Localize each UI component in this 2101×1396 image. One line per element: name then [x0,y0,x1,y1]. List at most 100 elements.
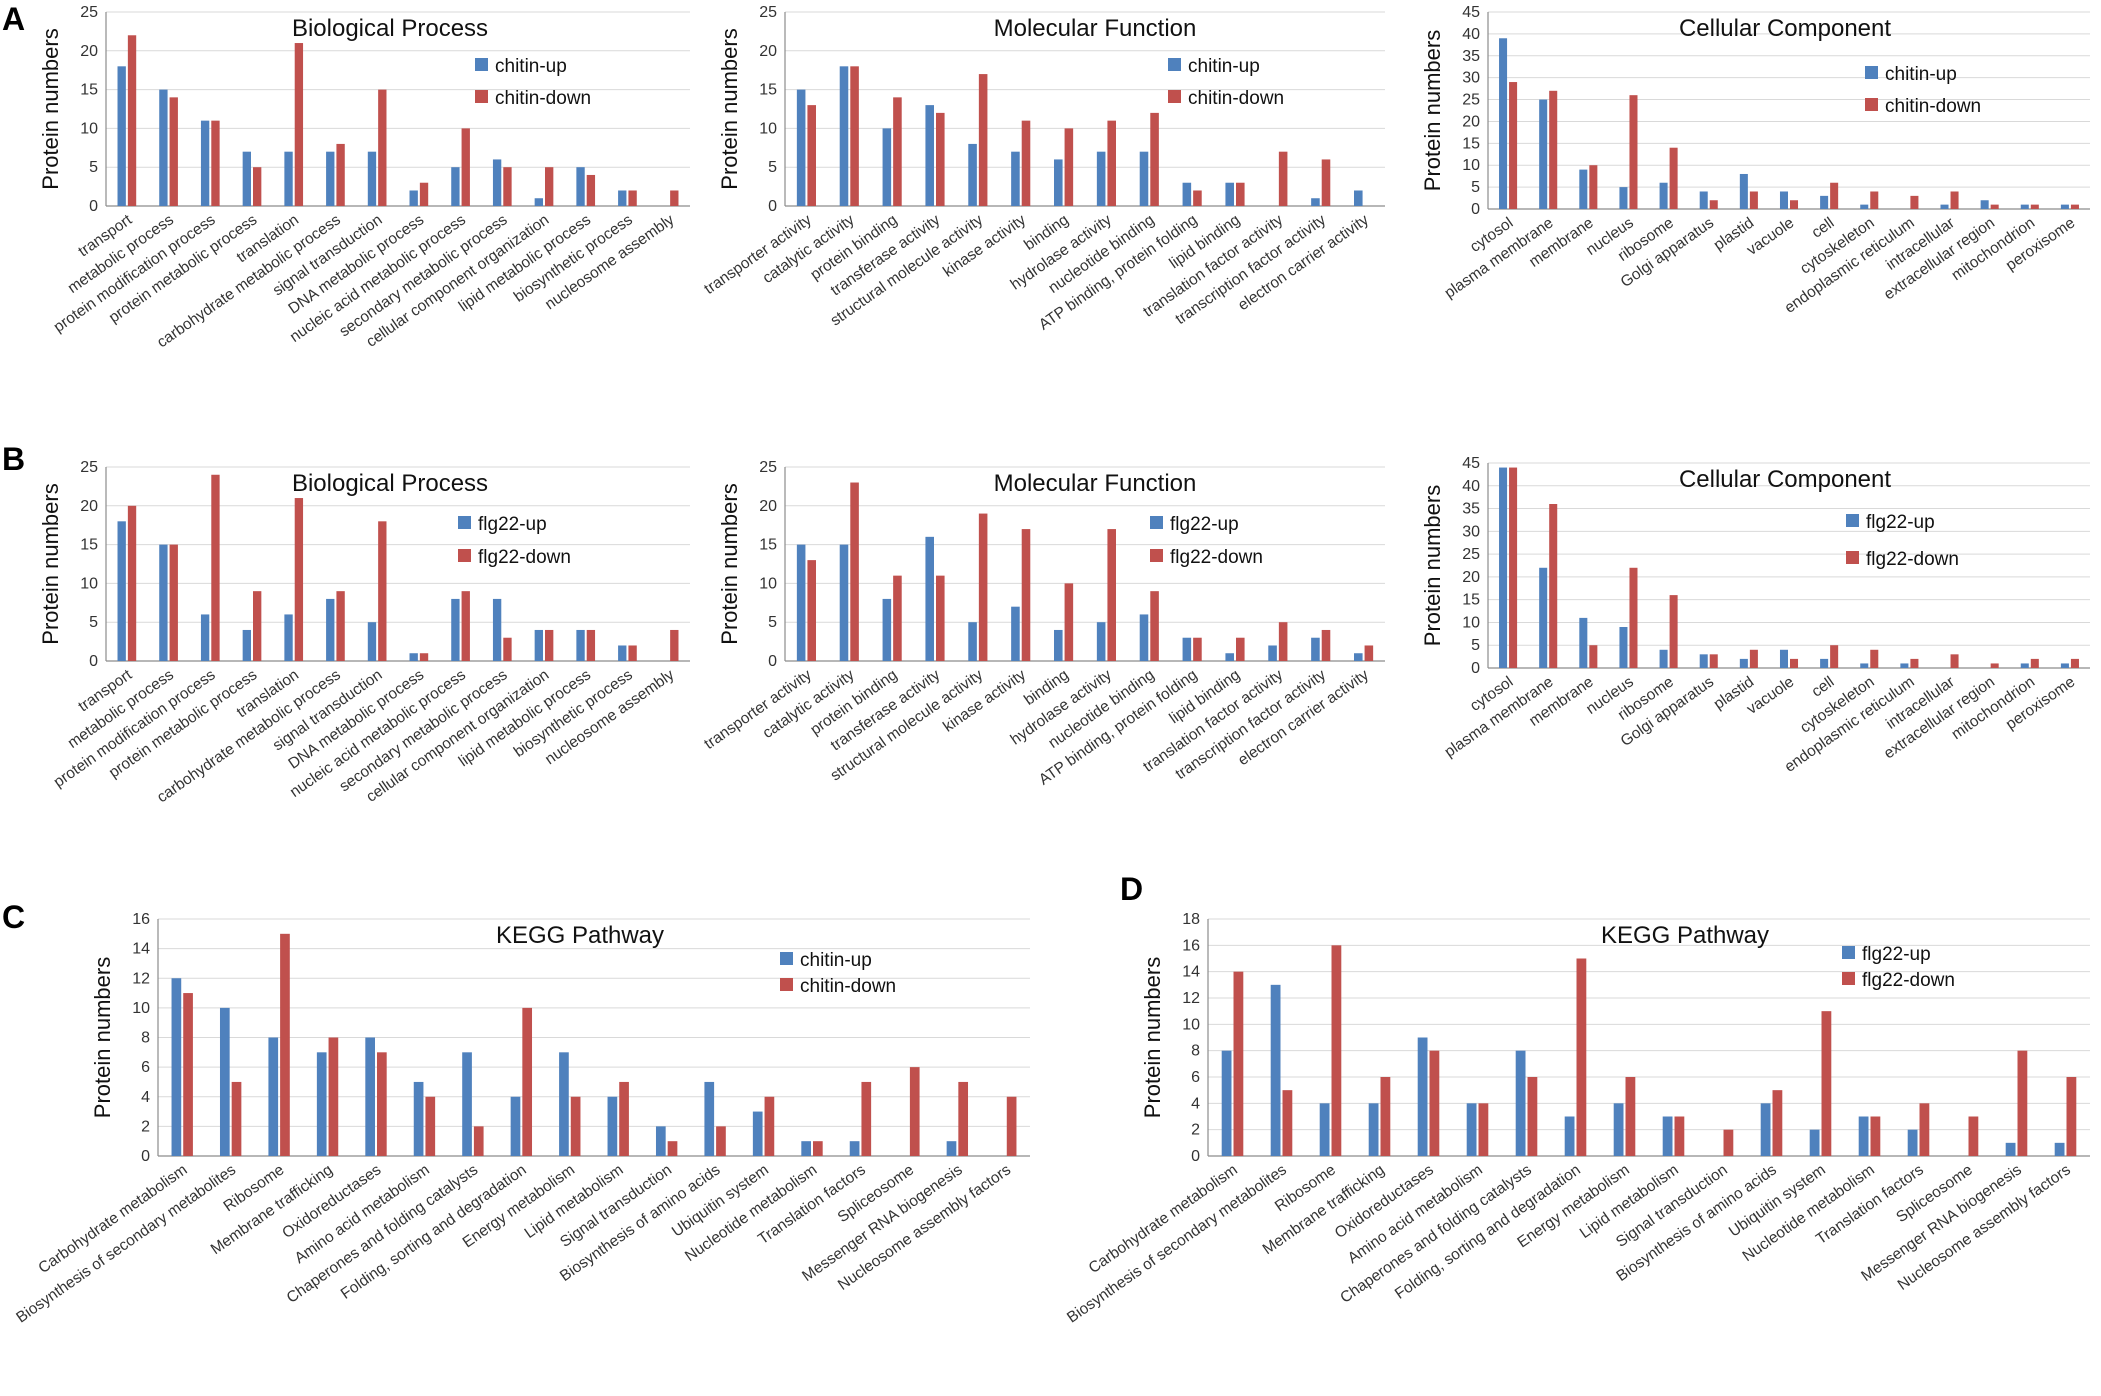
bar-flg22-down [1150,591,1159,661]
y-tick-label: 5 [89,159,98,176]
bar-flg22-down [503,637,512,661]
bar-flg22-down [1968,1116,1979,1156]
bar-flg22-down [1193,637,1202,661]
bar-flg22-up [1139,614,1149,661]
bar-flg22-down [1321,629,1331,661]
legend-swatch-chitin-up [475,58,488,71]
y-tick-label: 8 [1191,1043,1200,1060]
bar-flg22-up [839,544,849,661]
y-axis-title: Protein numbers [38,483,63,644]
bar-flg22-down [1064,583,1074,661]
bar-chitin-down [958,1081,969,1156]
panel-label-d: D [1120,871,1143,907]
bar-chitin-up [559,1052,569,1156]
y-tick-label: 40 [1462,478,1480,495]
bar-flg22-up [1182,637,1192,661]
y-tick-label: 10 [759,575,777,592]
bar-flg22-down [1364,645,1374,661]
bar-flg22-up [1659,649,1668,668]
bar-flg22-up [117,521,126,661]
chart-title: Biological Process [292,470,488,497]
legend-label: flg22-down [1866,549,1959,570]
bar-flg22-up [367,622,377,661]
bar-chitin-up [801,1141,811,1156]
bar-chitin-down [1193,190,1202,206]
bar-chitin-up [1659,182,1668,209]
bar-flg22-down [1429,1050,1440,1156]
bar-chitin-up [1499,38,1508,210]
legend-label: chitin-up [1885,64,1957,85]
bar-flg22-down [1233,971,1244,1156]
bar-flg22-up [1319,1103,1330,1156]
bar-flg22-up [1011,606,1020,661]
bar-chitin-down [807,105,816,206]
bar-flg22-down [850,482,859,661]
legend-swatch-chitin-up [1865,66,1878,79]
bar-chitin-up [284,151,293,206]
y-tick-label: 0 [768,653,777,670]
bar-flg22-down [1723,1129,1734,1156]
bar-chitin-up [1779,191,1788,209]
bar-flg22-down [1509,467,1518,668]
bar-chitin-down [1629,95,1638,209]
y-tick-label: 5 [89,614,98,631]
y-tick-label: 15 [80,82,98,99]
bar-flg22-up [1515,1050,1526,1156]
bar-flg22-up [1466,1103,1477,1156]
bar-flg22-down [893,575,902,661]
bar-chitin-up [1096,151,1106,206]
legend-swatch-chitin-down [475,90,488,103]
y-tick-label: 40 [1462,26,1480,43]
bar-flg22-up [1368,1103,1379,1156]
legend-swatch-flg22-up [458,516,471,529]
y-axis-title: Protein numbers [90,957,115,1118]
bar-chitin-up [242,151,251,206]
bar-chitin-down [253,167,262,206]
bar-flg22-up [576,629,585,661]
y-tick-label: 25 [80,459,98,476]
bar-flg22-down [586,629,596,661]
y-tick-label: 10 [1462,157,1480,174]
y-tick-label: 0 [1471,201,1480,218]
bar-chitin-up [159,89,168,206]
legend-label: flg22-up [1862,944,1931,965]
bar-chitin-down [280,933,290,1156]
legend-label: chitin-up [495,56,567,77]
y-tick-label: 45 [1462,455,1480,472]
y-tick-label: 25 [759,4,777,21]
bar-chitin-down [978,74,988,206]
bar-chitin-up [1539,99,1548,209]
bar-flg22-down [1749,649,1758,668]
y-tick-label: 16 [1182,937,1200,954]
y-tick-label: 12 [1182,990,1200,1007]
bar-chitin-down [211,120,220,206]
bar-flg22-up [1579,617,1588,668]
bar-chitin-down [716,1126,726,1156]
bar-chitin-up [1182,182,1192,206]
chart-title: KEGG Pathway [496,922,664,949]
bar-chitin-down [425,1096,436,1156]
y-tick-label: 10 [1462,614,1480,631]
y-tick-label: 4 [141,1089,150,1106]
bar-flg22-up [2005,1142,2016,1156]
y-axis-title: Protein numbers [1140,957,1165,1118]
bar-chitin-down [1990,204,1999,209]
legend-swatch-flg22-down [1150,549,1163,562]
bar-flg22-down [1576,958,1587,1156]
y-tick-label: 0 [141,1148,150,1165]
bar-flg22-up [159,544,168,661]
y-tick-label: 25 [80,4,98,21]
bar-chitin-down [1790,200,1799,209]
bar-chitin-up [316,1052,327,1156]
bar-chitin-up [117,66,126,206]
bar-flg22-down [1669,595,1678,668]
bar-chitin-up [462,1052,472,1156]
bar-chitin-down [377,1052,387,1156]
y-tick-label: 15 [759,82,777,99]
chart-title: KEGG Pathway [1601,922,1769,949]
legend-swatch-chitin-down [1168,90,1181,103]
bar-flg22-down [1021,529,1031,661]
